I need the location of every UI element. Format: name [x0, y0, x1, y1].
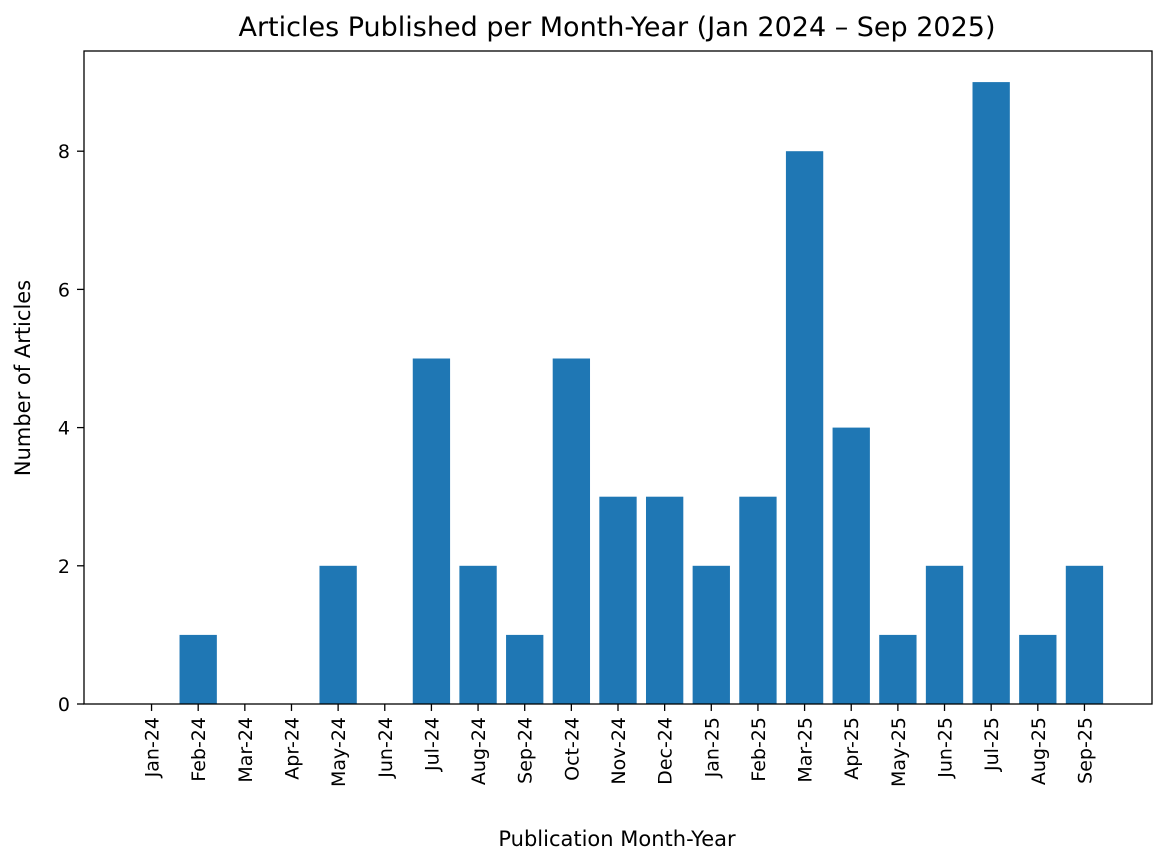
bar-aug-24 — [459, 565, 497, 704]
x-tick-label: Dec-24 — [655, 717, 677, 785]
x-tick-label: Jan-25 — [701, 717, 723, 778]
x-axis-label: Publication Month-Year — [498, 827, 736, 851]
x-tick-label: Apr-25 — [841, 717, 863, 780]
y-tick-label: 8 — [58, 141, 70, 163]
x-tick-label: May-24 — [328, 717, 350, 787]
x-axis: Jan-24 Feb-24 Mar-24 Apr-24 May-24 Jun-24 Jul-… — [142, 704, 1096, 787]
x-tick-label: Jul-25 — [981, 717, 1003, 772]
bar-dec-24 — [645, 496, 684, 704]
bar-may-25 — [879, 634, 917, 704]
bar-apr-25 — [832, 427, 870, 704]
x-tick-label: Sep-24 — [515, 717, 537, 784]
bar-feb-24 — [179, 634, 217, 704]
bar-jul-25 — [972, 82, 1010, 705]
x-tick-label: Aug-24 — [468, 717, 490, 785]
bar-jan-25 — [692, 565, 730, 704]
chart-title: Articles Published per Month-Year (Jan 2… — [238, 12, 995, 43]
bar-mar-25 — [785, 151, 824, 704]
x-tick-label: Sep-25 — [1074, 717, 1096, 784]
x-tick-label: Mar-24 — [235, 717, 257, 783]
y-tick-label: 4 — [58, 418, 70, 440]
bar-aug-25 — [1019, 634, 1057, 704]
bar-sep-24 — [506, 634, 544, 704]
bars-group — [179, 82, 1104, 705]
y-axis-label: Number of Articles — [11, 280, 35, 476]
x-tick-label: Feb-25 — [748, 717, 770, 782]
x-tick-label: Jan-24 — [142, 717, 164, 778]
x-tick-label: Oct-24 — [561, 717, 583, 781]
x-tick-label: Mar-25 — [795, 717, 817, 783]
y-tick-label: 0 — [58, 694, 70, 716]
bar-sep-25 — [1065, 565, 1104, 704]
x-tick-label: Jun-25 — [935, 717, 957, 779]
x-tick-label: Feb-24 — [188, 717, 210, 782]
y-tick-label: 6 — [58, 279, 70, 301]
x-tick-label: Jul-24 — [421, 717, 443, 772]
bar-may-24 — [319, 565, 357, 704]
bar-feb-25 — [739, 496, 777, 704]
x-tick-label: Aug-25 — [1028, 717, 1050, 785]
y-tick-label: 2 — [58, 556, 70, 578]
bar-jul-24 — [412, 358, 451, 704]
x-tick-label: Nov-24 — [608, 717, 630, 785]
x-tick-label: Apr-24 — [281, 717, 303, 780]
bar-nov-24 — [599, 496, 637, 704]
x-tick-label: Jun-24 — [375, 717, 397, 779]
bar-jun-25 — [925, 565, 964, 704]
y-axis: 0 2 4 6 8 — [58, 141, 84, 716]
x-tick-label: May-25 — [888, 717, 910, 787]
bar-oct-24 — [552, 358, 591, 704]
